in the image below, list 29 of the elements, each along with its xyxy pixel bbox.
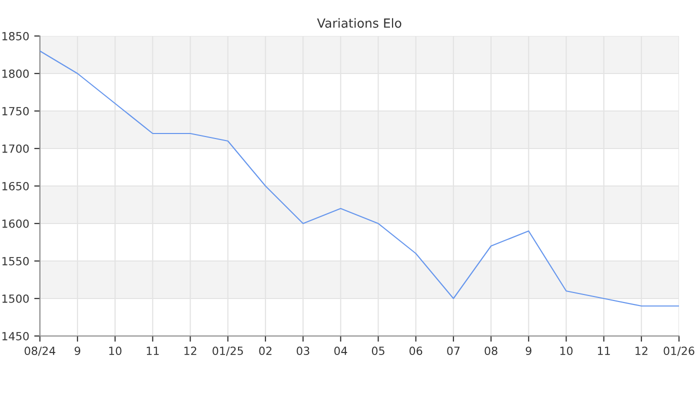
x-tick-label: 12 (636, 346, 648, 355)
x-tick-label: 01/26 (664, 346, 694, 356)
line-series (40, 50, 679, 307)
x-tick-label: 12 (184, 346, 196, 355)
x-tick-label: 02 (259, 346, 272, 356)
y-tick-label: 1550 (2, 256, 29, 266)
x-tick-label: 01/25 (212, 346, 243, 356)
x-tick-label: 04 (334, 346, 348, 356)
chart-title: Variations Elo (317, 18, 402, 28)
x-tick-label: 03 (296, 346, 310, 356)
x-tick-label: 11 (146, 346, 159, 355)
x-tick-label: 10 (109, 346, 122, 356)
y-tick-label: 1700 (2, 144, 29, 153)
x-tick-label: 9 (526, 346, 532, 356)
y-tick-label: 1650 (2, 182, 29, 190)
x-tick-label: 08 (484, 346, 498, 356)
x-tick-label: 07 (447, 346, 460, 356)
y-tick-label: 1850 (2, 32, 29, 40)
y-tick-label: 1500 (2, 294, 29, 303)
x-tick-label: 08/24 (24, 346, 56, 356)
y-tick-label: 1600 (2, 219, 29, 228)
x-tick-label: 11 (598, 346, 610, 355)
x-tick-label: 10 (560, 346, 573, 356)
x-tick-label: 9 (74, 346, 80, 356)
y-tick-label: 1750 (2, 106, 29, 116)
y-tick-label: 1800 (2, 69, 29, 78)
x-tick-label: 06 (410, 346, 422, 356)
x-tick-label: 05 (372, 346, 384, 356)
y-tick-label: 1450 (2, 332, 29, 340)
